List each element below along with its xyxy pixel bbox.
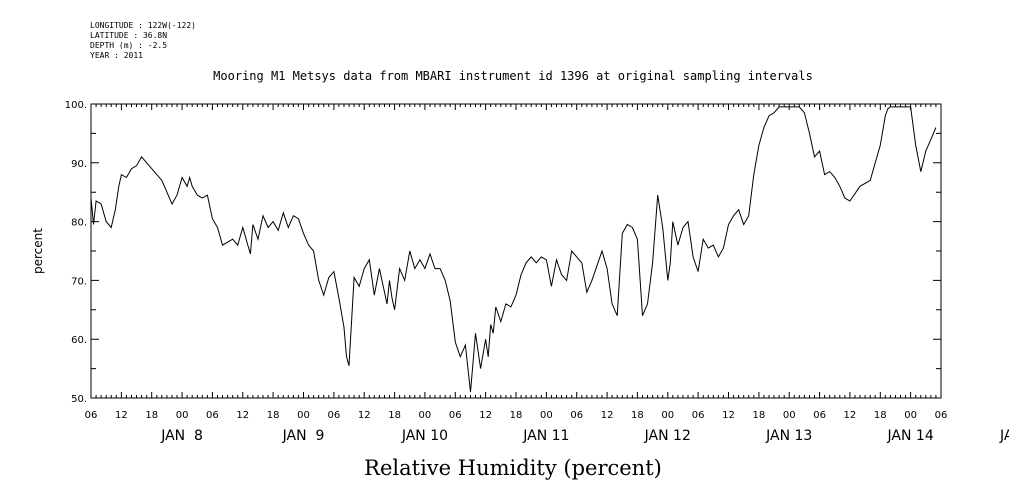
y-tick-label: 70. xyxy=(71,276,87,287)
x-hour-label: 12 xyxy=(115,410,128,421)
x-day-label: JAN 15 xyxy=(999,428,1009,444)
x-hour-label: 18 xyxy=(631,410,644,421)
x-hour-label: 12 xyxy=(236,410,249,421)
y-axis-label: percent xyxy=(31,228,45,274)
x-hour-label: 06 xyxy=(692,410,705,421)
x-hour-label: 06 xyxy=(570,410,583,421)
x-hour-label: 12 xyxy=(601,410,614,421)
y-tick-label: 90. xyxy=(71,159,87,170)
x-day-label: JAN 8 xyxy=(160,428,203,444)
metadata-block: LONGITUDE : 122W(-122) LATITUDE : 36.8N … xyxy=(90,21,196,61)
x-day-label: JAN 14 xyxy=(887,428,934,444)
x-hour-label: 18 xyxy=(752,410,765,421)
x-hour-label: 18 xyxy=(388,410,401,421)
y-tick-label: 60. xyxy=(71,335,87,346)
chart-title: Mooring M1 Metsys data from MBARI instru… xyxy=(213,69,813,83)
y-tick-label: 50. xyxy=(71,394,87,405)
x-day-label: JAN 12 xyxy=(644,428,691,444)
x-day-label: JAN 11 xyxy=(522,428,569,444)
x-axis-ticks xyxy=(90,104,942,398)
x-hour-label: 12 xyxy=(358,410,371,421)
series-line-humidity xyxy=(90,106,937,393)
x-axis-label: Relative Humidity (percent) xyxy=(364,456,662,480)
x-day-label: JAN 9 xyxy=(282,428,325,444)
x-hour-label: 06 xyxy=(85,410,98,421)
x-hour-label: 00 xyxy=(297,410,310,421)
x-hour-label: 18 xyxy=(267,410,280,421)
x-hour-label: 18 xyxy=(510,410,523,421)
x-hour-label: 00 xyxy=(661,410,674,421)
x-day-label: JAN 10 xyxy=(401,428,448,444)
x-hour-label: 06 xyxy=(206,410,219,421)
x-hour-label: 00 xyxy=(783,410,796,421)
x-hour-label: 12 xyxy=(844,410,857,421)
y-axis-ticks xyxy=(91,103,941,399)
y-tick-label: 100. xyxy=(65,100,87,111)
x-hour-label: 06 xyxy=(449,410,462,421)
meta-year: YEAR : 2011 xyxy=(90,51,143,60)
x-hour-label: 06 xyxy=(935,410,948,421)
x-hour-label: 18 xyxy=(145,410,158,421)
x-hour-label: 00 xyxy=(540,410,553,421)
plot-frame xyxy=(90,103,942,399)
meta-depth: DEPTH (m) : -2.5 xyxy=(90,41,168,50)
x-hour-label: 06 xyxy=(327,410,340,421)
meta-longitude: LONGITUDE : 122W(-122) xyxy=(90,21,196,30)
x-hour-label: 18 xyxy=(874,410,887,421)
x-hour-label: 06 xyxy=(813,410,826,421)
x-hour-label: 00 xyxy=(176,410,189,421)
x-hour-label: 12 xyxy=(479,410,492,421)
x-hour-label: 12 xyxy=(722,410,735,421)
meta-latitude: LATITUDE : 36.8N xyxy=(90,31,168,40)
y-tick-label: 80. xyxy=(71,218,87,229)
x-hour-label: 00 xyxy=(904,410,917,421)
x-day-label: JAN 13 xyxy=(765,428,812,444)
x-hour-label: 00 xyxy=(419,410,432,421)
